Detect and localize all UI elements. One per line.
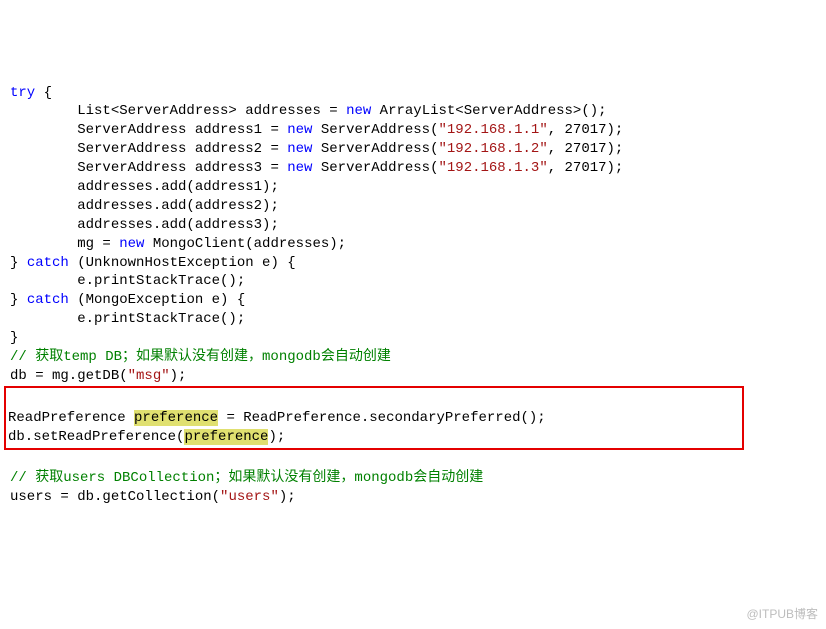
code-text: ReadPreference [8,410,134,426]
code-text: (MongoException e) { [69,292,245,308]
string-literal: "msg" [128,368,170,384]
code-text: } [10,255,27,271]
code-text: = ReadPreference.secondaryPreferred(); [218,410,546,426]
code-text: ServerAddress address1 = [10,122,287,138]
kw-new: new [346,103,371,119]
comment: // 获取temp DB；如果默认没有创建，mongodb会自动创建 [10,349,391,365]
code-text: e.printStackTrace(); [10,273,245,289]
code-text: mg = [10,236,119,252]
kw-new: new [287,122,312,138]
string-literal: "192.168.1.1" [439,122,548,138]
code-text: users = db.getCollection( [10,489,220,505]
code-text: , 27017); [548,122,624,138]
code-text: ); [170,368,187,384]
code-text: ServerAddress address3 = [10,160,287,176]
code-text: MongoClient(addresses); [144,236,346,252]
code-text: ); [268,429,285,445]
kw-new: new [287,160,312,176]
highlighted-var: preference [134,410,218,426]
code-text: (UnknownHostException e) { [69,255,296,271]
code-text: , 27017); [548,141,624,157]
code-text: List<ServerAddress> addresses = [10,103,346,119]
kw-catch: catch [27,292,69,308]
code-text: addresses.add(address3); [10,217,279,233]
kw-new: new [119,236,144,252]
string-literal: "192.168.1.3" [439,160,548,176]
code-text: db = mg.getDB( [10,368,128,384]
code-text: addresses.add(address1); [10,179,279,195]
code-text: addresses.add(address2); [10,198,279,214]
code-text: e.printStackTrace(); [10,311,245,327]
code-text: } [10,292,27,308]
comment: // 获取users DBCollection；如果默认没有创建，mongodb… [10,470,483,486]
code-text: ArrayList<ServerAddress>(); [371,103,606,119]
code-block: try { List<ServerAddress> addresses = ne… [10,84,816,508]
highlight-box: ReadPreference preference = ReadPreferen… [4,386,744,451]
kw-new: new [287,141,312,157]
code-text: ); [279,489,296,505]
string-literal: "192.168.1.2" [439,141,548,157]
code-text: ServerAddress address2 = [10,141,287,157]
kw-try: try [10,85,35,101]
string-literal: "users" [220,489,279,505]
highlighted-var: preference [184,429,268,445]
code-text: db.setReadPreference( [8,429,184,445]
code-text: } [10,330,18,346]
code-text: , 27017); [548,160,624,176]
code-text: { [35,85,52,101]
kw-catch: catch [27,255,69,271]
code-text: ServerAddress( [312,141,438,157]
watermark: @ITPUB博客 [746,606,818,622]
code-text: ServerAddress( [312,122,438,138]
code-text: ServerAddress( [312,160,438,176]
